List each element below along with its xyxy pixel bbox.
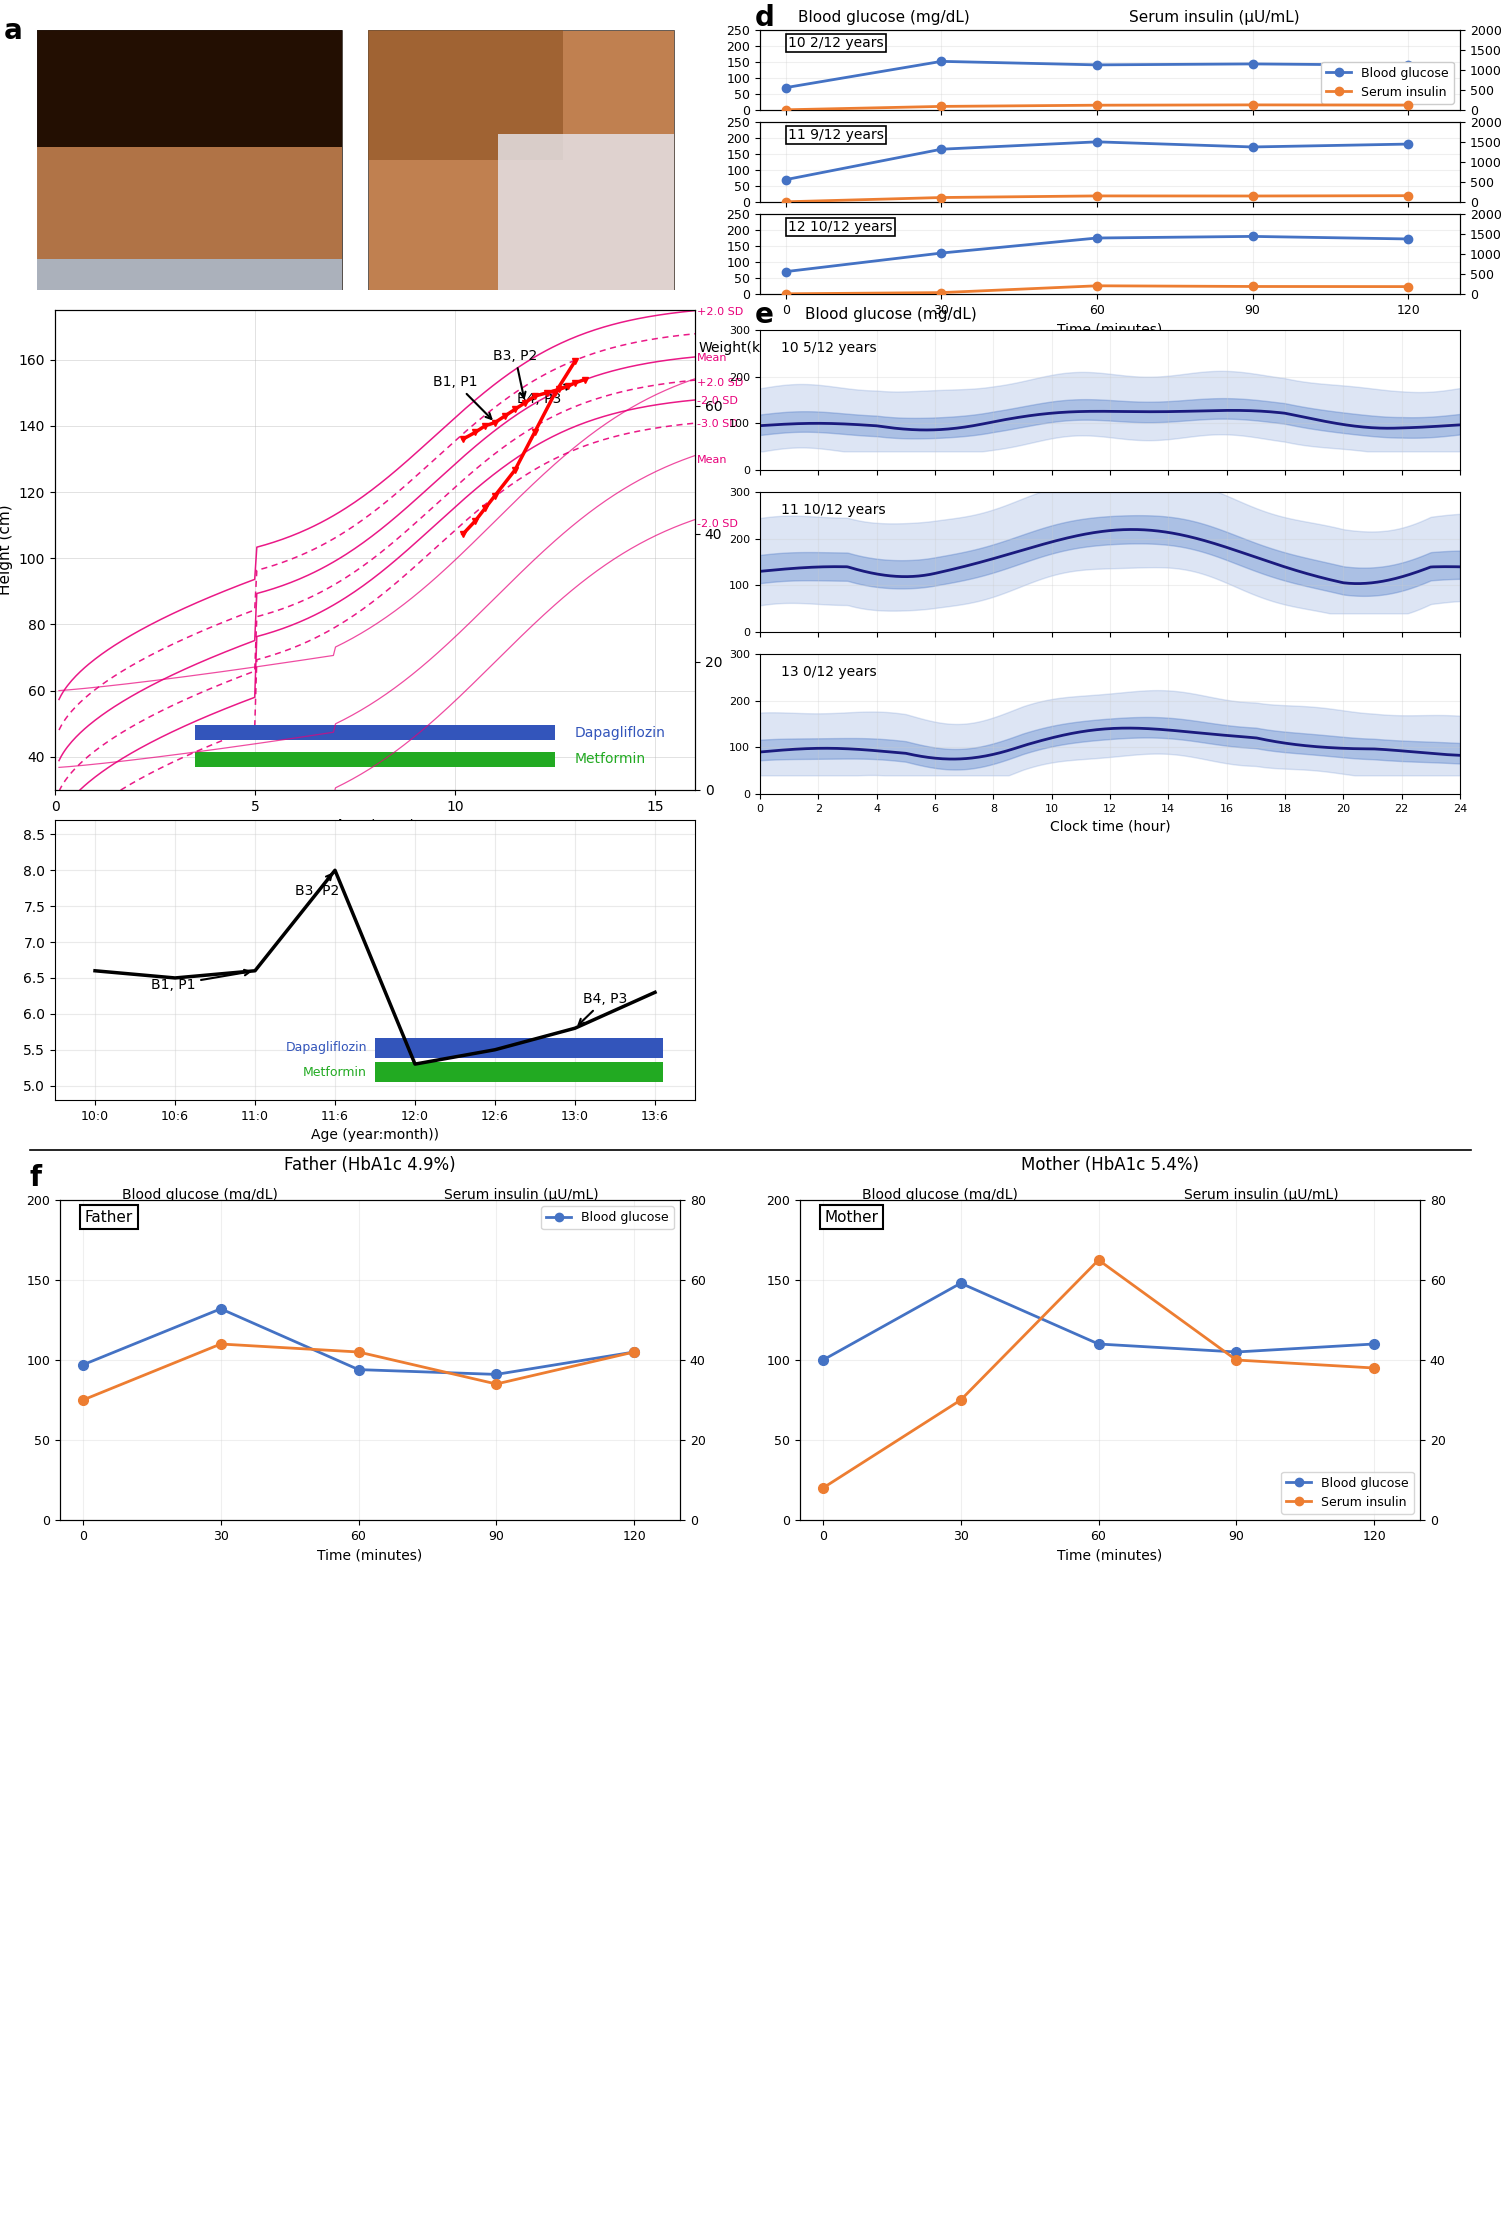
Bar xyxy=(36,31,342,147)
Text: +2.0 SD: +2.0 SD xyxy=(696,306,743,317)
Text: 10 2/12 years: 10 2/12 years xyxy=(788,36,884,49)
Text: Blood glucose (mg/dL): Blood glucose (mg/dL) xyxy=(806,309,977,322)
Bar xyxy=(368,31,674,291)
Text: -2.0 SD: -2.0 SD xyxy=(696,395,738,406)
Bar xyxy=(498,133,674,291)
Bar xyxy=(36,147,342,291)
Text: Mother (HbA1c 5.4%): Mother (HbA1c 5.4%) xyxy=(1021,1157,1199,1174)
Text: e: e xyxy=(755,302,775,329)
Text: f: f xyxy=(30,1163,42,1192)
Bar xyxy=(375,1037,663,1057)
Text: 12 10/12 years: 12 10/12 years xyxy=(788,220,893,233)
Text: B1, P1: B1, P1 xyxy=(432,375,491,420)
Text: -2.0 SD: -2.0 SD xyxy=(696,519,738,528)
Text: B4, P3: B4, P3 xyxy=(516,384,570,406)
X-axis label: Age (year): Age (year) xyxy=(335,819,416,835)
X-axis label: Age (year:month)): Age (year:month)) xyxy=(311,1128,438,1143)
X-axis label: Time (minutes): Time (minutes) xyxy=(317,1547,423,1563)
Bar xyxy=(36,260,342,291)
Text: +2.0 SD: +2.0 SD xyxy=(696,377,743,388)
Text: 11 9/12 years: 11 9/12 years xyxy=(788,127,884,142)
Text: Weight(kg): Weight(kg) xyxy=(699,342,776,355)
X-axis label: Time (minutes): Time (minutes) xyxy=(1057,1547,1163,1563)
Bar xyxy=(195,726,555,739)
Text: Dapagliflozin: Dapagliflozin xyxy=(575,726,666,739)
Text: 13 0/12 years: 13 0/12 years xyxy=(781,666,877,679)
Text: Serum insulin (μU/mL): Serum insulin (μU/mL) xyxy=(444,1188,599,1201)
X-axis label: Time (minutes): Time (minutes) xyxy=(1057,322,1163,335)
Text: Mean: Mean xyxy=(696,455,728,464)
Text: Metformin: Metformin xyxy=(575,753,645,766)
Text: Dapagliflozin: Dapagliflozin xyxy=(285,1041,368,1054)
Text: a: a xyxy=(5,18,23,44)
Bar xyxy=(195,753,555,766)
Text: 11 10/12 years: 11 10/12 years xyxy=(781,504,886,517)
X-axis label: Clock time (hour): Clock time (hour) xyxy=(1049,819,1171,832)
Bar xyxy=(375,1061,663,1081)
Y-axis label: Height (cm): Height (cm) xyxy=(0,504,14,595)
Text: B4, P3: B4, P3 xyxy=(579,992,627,1026)
Text: Blood glucose (mg/dL): Blood glucose (mg/dL) xyxy=(799,11,970,24)
Text: B3, P2: B3, P2 xyxy=(492,349,537,397)
Text: Serum insulin (μU/mL): Serum insulin (μU/mL) xyxy=(1184,1188,1339,1201)
Text: B1, P1: B1, P1 xyxy=(152,970,251,992)
Text: d: d xyxy=(755,4,775,31)
Text: Metformin: Metformin xyxy=(303,1066,368,1079)
Text: Mean: Mean xyxy=(696,353,728,364)
Text: Father: Father xyxy=(84,1210,134,1225)
Bar xyxy=(368,31,563,160)
Text: B3, P2: B3, P2 xyxy=(296,875,339,899)
Text: Mother: Mother xyxy=(826,1210,878,1225)
Legend: Blood glucose, Serum insulin: Blood glucose, Serum insulin xyxy=(1282,1472,1414,1514)
Bar xyxy=(36,31,342,291)
Text: Father (HbA1c 4.9%): Father (HbA1c 4.9%) xyxy=(284,1157,456,1174)
Text: -3.0 SD: -3.0 SD xyxy=(696,420,738,428)
Text: Blood glucose (mg/dL): Blood glucose (mg/dL) xyxy=(862,1188,1018,1201)
Legend: Blood glucose, Serum insulin: Blood glucose, Serum insulin xyxy=(1321,62,1454,104)
Legend: Blood glucose: Blood glucose xyxy=(542,1205,674,1230)
Text: 10 5/12 years: 10 5/12 years xyxy=(781,342,877,355)
Text: Serum insulin (μU/mL): Serum insulin (μU/mL) xyxy=(1129,11,1300,24)
Text: Blood glucose (mg/dL): Blood glucose (mg/dL) xyxy=(122,1188,278,1201)
